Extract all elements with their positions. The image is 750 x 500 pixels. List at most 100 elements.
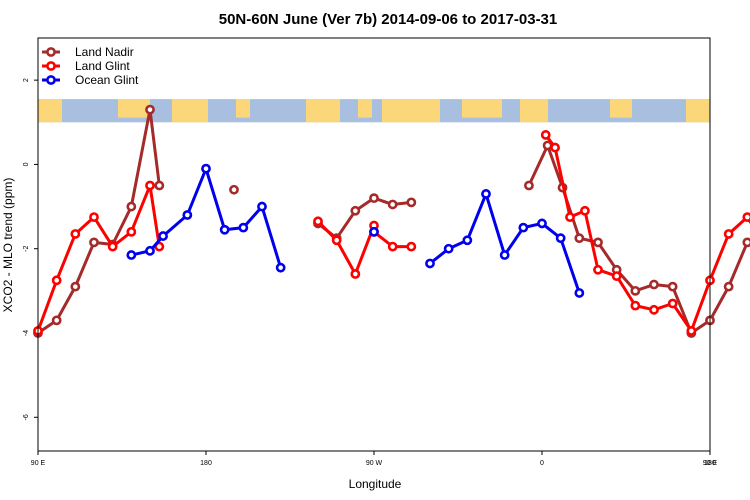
data-point: [219, 224, 230, 235]
data-point: [667, 281, 678, 292]
data-point: [107, 241, 118, 252]
data-point: [524, 180, 534, 191]
data-point: [667, 298, 678, 309]
x-tick-label: 90 E: [703, 460, 718, 467]
series-group: [33, 104, 750, 338]
data-point: [481, 189, 491, 199]
x-tick-label: 180: [704, 460, 716, 467]
data-point: [275, 262, 286, 273]
map-band-land: [306, 99, 340, 123]
data-point: [723, 281, 734, 292]
map-band-land: [520, 99, 548, 123]
plot-frame: [37, 37, 711, 452]
data-point: [257, 201, 267, 212]
data-point: [593, 264, 603, 275]
map-band-land: [38, 99, 62, 123]
data-point: [406, 241, 417, 252]
data-point: [649, 279, 659, 290]
data-point: [630, 285, 641, 296]
data-point: [742, 212, 750, 223]
data-point: [238, 222, 249, 233]
x-tick-label: 180: [200, 460, 212, 467]
data-point: [145, 180, 155, 191]
data-point: [70, 229, 81, 239]
data-point: [369, 193, 379, 204]
data-point: [350, 205, 361, 216]
data-point: [443, 243, 454, 254]
map-band-land: [236, 99, 250, 118]
data-point: [540, 130, 551, 140]
y-tick-label: -2: [23, 246, 30, 252]
x-tick-label: 0: [540, 460, 544, 467]
series-line: [316, 220, 376, 276]
map-band-land: [686, 99, 710, 123]
data-point: [369, 226, 379, 237]
data-point: [630, 300, 641, 311]
map-band: [38, 99, 710, 123]
data-point: [742, 237, 750, 248]
x-axis-label: Longitude: [349, 477, 402, 491]
data-point: [537, 218, 547, 229]
data-point: [555, 233, 566, 244]
data-point: [686, 325, 697, 336]
data-point: [580, 205, 590, 216]
data-point: [611, 271, 622, 282]
data-point: [550, 142, 560, 153]
legend-label: Land Glint: [75, 59, 130, 73]
data-point: [574, 233, 585, 244]
series-ocean-glint: [126, 163, 585, 298]
legend-item-land-nadir: Land Nadir: [42, 45, 134, 59]
map-band-land: [118, 99, 150, 118]
map-band-land: [462, 99, 502, 118]
data-point: [154, 180, 165, 191]
map-band-land: [358, 99, 372, 118]
data-point: [649, 304, 659, 315]
data-point: [51, 275, 62, 286]
data-point: [350, 269, 361, 279]
data-point: [406, 197, 417, 208]
data-point: [126, 226, 137, 237]
data-point: [126, 250, 137, 260]
data-point: [331, 235, 342, 246]
data-point: [158, 231, 168, 241]
data-point: [462, 235, 473, 246]
series-line: [37, 108, 161, 335]
data-point: [425, 258, 435, 269]
data-point: [201, 163, 211, 174]
y-tick-label: 2: [23, 78, 30, 82]
data-point: [70, 281, 81, 292]
data-point: [387, 241, 398, 252]
legend-label: Land Nadir: [75, 45, 134, 59]
map-band-land: [382, 99, 440, 123]
data-point: [593, 237, 603, 248]
y-tick-label: 0: [23, 162, 30, 166]
series-land-nadir: [33, 104, 750, 338]
data-point: [723, 229, 734, 239]
data-point: [126, 201, 137, 212]
legend-item-land-glint: Land Glint: [42, 59, 130, 73]
data-point: [145, 245, 155, 256]
data-point: [387, 199, 398, 210]
y-tick-label: -6: [23, 414, 30, 420]
map-band-land: [172, 99, 208, 123]
data-point: [145, 104, 155, 115]
series-land-glint: [33, 130, 750, 336]
legend-marker: [46, 47, 56, 57]
data-point: [89, 237, 99, 248]
legend-marker: [46, 75, 56, 85]
data-point: [89, 212, 99, 223]
chart-title: 50N-60N June (Ver 7b) 2014-09-06 to 2017…: [219, 11, 558, 28]
y-axis-label: XCO2 - MLO trend (ppm): [1, 178, 15, 313]
series-line: [527, 143, 750, 335]
y-tick-label: -4: [23, 330, 30, 336]
data-point: [229, 184, 239, 195]
x-tick-label: 90 W: [366, 460, 383, 467]
data-point: [313, 216, 323, 227]
data-point: [499, 250, 510, 260]
y-axis: 2 0 -2 -4 -6: [23, 78, 38, 420]
legend-label: Ocean Glint: [75, 73, 139, 87]
legend-item-ocean-glint: Ocean Glint: [42, 73, 139, 87]
data-point: [182, 210, 193, 220]
